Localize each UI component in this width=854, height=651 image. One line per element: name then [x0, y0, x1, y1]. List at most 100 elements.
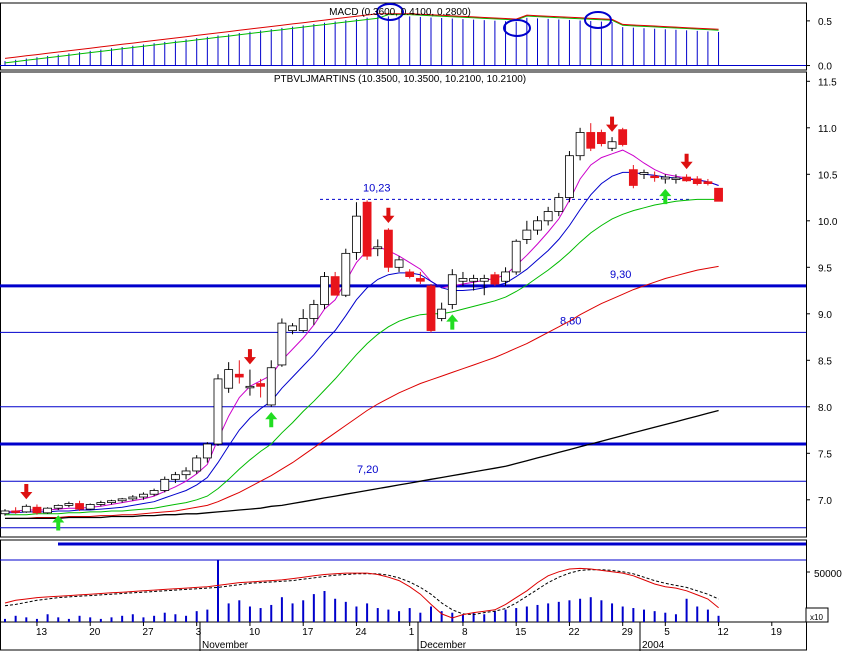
price-ytick-label: 8.0 [818, 403, 832, 414]
candle-body [522, 229, 532, 240]
buy-arrow-icon [659, 188, 672, 205]
candle-body [234, 373, 244, 378]
candle-body [565, 155, 574, 198]
moving-average-ma-mid [5, 171, 719, 514]
price-panel: 10,23 9,30 8,80 7,20 [0, 116, 806, 531]
price-frame [0, 71, 807, 538]
price-title: PTBVLJMARTINS (10.3500, 10.3500, 10.2100… [274, 74, 526, 85]
candle-body [490, 274, 500, 285]
date-tick-label: 20 [89, 627, 101, 638]
macd-line [4, 13, 719, 59]
candle-body [628, 169, 638, 186]
candle-body [11, 510, 21, 513]
date-tick-label: 24 [355, 627, 367, 638]
candle-body [64, 503, 74, 506]
candle-body [0, 510, 10, 515]
price-ytick-label: 11.0 [818, 124, 837, 135]
candle-body [320, 276, 329, 305]
candle-body [266, 367, 276, 406]
price-ytick-label: 7.0 [818, 496, 832, 507]
date-tick-label: 1 [409, 627, 415, 638]
sell-arrow-icon [605, 116, 619, 132]
price-ytick-label: 9.0 [818, 310, 832, 321]
candle-body [224, 369, 234, 389]
candle-body [309, 304, 319, 319]
candle-body [383, 229, 393, 268]
candle-body [533, 220, 542, 231]
price-level-label: 9,30 [610, 269, 631, 281]
moving-average-ma-fast [4, 149, 719, 513]
candle-body [458, 278, 468, 282]
macd-circle-marker [503, 19, 531, 37]
candle-body [501, 271, 510, 282]
price-level-label: 7,20 [357, 464, 378, 476]
candle-body [479, 278, 489, 282]
candle-body [298, 318, 308, 331]
candle-body [53, 504, 63, 509]
candle-body [256, 383, 266, 387]
price-level-label: 8,80 [560, 315, 581, 327]
candle-body [575, 132, 585, 157]
candle-body [330, 276, 340, 296]
stochastic-volume-panel [0, 542, 806, 622]
scale-multiplier-label: x10 [810, 613, 823, 622]
date-tick-label: 10 [249, 627, 261, 638]
candle-body [213, 378, 223, 445]
candle-body [607, 141, 617, 149]
candle-body [107, 500, 116, 503]
candle-body [139, 493, 148, 498]
macd-title: MACD (0.3600, 0.4100, 0.2800) [329, 7, 471, 18]
candle-body [394, 259, 404, 268]
buy-arrow-icon [446, 314, 459, 330]
candle-body [341, 252, 351, 296]
moving-average-ma-green [5, 198, 719, 516]
sell-arrow-icon [382, 207, 395, 224]
macd-frame [0, 2, 807, 71]
price-ytick-label: 11.5 [818, 77, 837, 88]
candle-body [671, 177, 681, 180]
candle-body [202, 443, 212, 459]
month-label: 2004 [642, 640, 665, 651]
sell-arrow-icon [680, 153, 693, 170]
price-level-label: 10,23 [363, 182, 391, 194]
sell-arrow-icon [20, 483, 33, 500]
sell-arrow-icon [243, 349, 257, 365]
candle-body [597, 132, 606, 145]
macd-circle-marker [584, 11, 612, 29]
candle-body [437, 308, 447, 319]
candle-body [469, 278, 479, 282]
candle-body [160, 478, 170, 491]
candle-body [352, 215, 361, 253]
macd-circle-marker [376, 3, 404, 21]
date-tick-label: 29 [622, 627, 634, 638]
buy-arrow-icon [52, 515, 65, 531]
candle-body [43, 507, 52, 514]
candle-body [692, 178, 702, 184]
candle-body [618, 129, 628, 145]
candle-body [682, 176, 691, 182]
month-label: November [202, 640, 249, 651]
date-tick-label: 12 [718, 627, 730, 638]
axes: 0.0 0.5 7.0 7.5 8.0 8.5 9.0 9.5 10.0 10.5 11.0 11.5… [36, 17, 838, 651]
candle-body [586, 132, 596, 149]
candle-body [511, 240, 521, 273]
candle-body [373, 246, 383, 250]
moving-average-ma-red [5, 265, 719, 519]
price-ytick-label: 10.0 [818, 217, 838, 228]
date-tick-label: 17 [302, 627, 314, 638]
candle-body [181, 470, 191, 476]
date-tick-label: 8 [462, 627, 468, 638]
stochastic-k-line [4, 567, 719, 619]
date-tick-label: 19 [771, 627, 783, 638]
candle-body [32, 506, 42, 514]
candle-body [85, 504, 95, 510]
candle-body [362, 201, 372, 257]
price-ytick-label: 8.5 [818, 356, 832, 367]
candle-body [128, 496, 138, 500]
price-ytick-label: 10.5 [818, 170, 838, 181]
candle-body [170, 474, 180, 480]
month-label: December [420, 640, 467, 651]
candle-body [288, 325, 297, 331]
candle-body [660, 176, 670, 180]
buy-arrow-icon [265, 412, 278, 428]
